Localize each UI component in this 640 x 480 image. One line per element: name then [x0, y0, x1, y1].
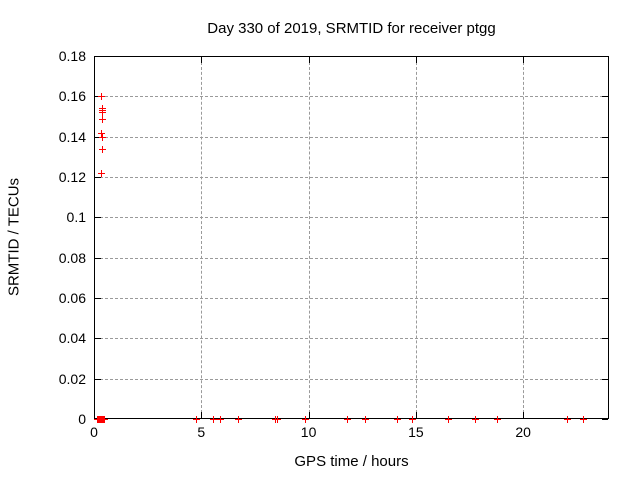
y-gridline: [95, 217, 608, 219]
y-gridline: [95, 338, 608, 340]
x-gridline: [415, 57, 417, 418]
y-tick-mark: [602, 177, 608, 178]
y-tick-mark: [602, 217, 608, 219]
x-tick-mark: [523, 412, 525, 418]
data-point-marker: [445, 416, 453, 423]
data-point-marker: [98, 109, 106, 117]
y-tick-mark: [95, 136, 101, 138]
data-point-marker: [98, 145, 106, 153]
x-tick-mark: [415, 412, 417, 418]
x-tick-label: 15: [408, 424, 424, 440]
y-gridline: [95, 378, 608, 380]
y-tick-mark: [95, 217, 101, 219]
x-tick-mark: [415, 57, 417, 63]
data-point-marker: [362, 416, 370, 423]
data-point-marker: [100, 416, 108, 423]
y-tick-mark: [602, 378, 608, 380]
data-point-marker: [193, 416, 201, 423]
data-point-marker: [98, 169, 106, 177]
y-tick-mark: [95, 56, 101, 57]
x-gridline: [308, 57, 310, 418]
x-axis-label: GPS time / hours: [294, 453, 409, 470]
y-tick-label: 0.16: [58, 88, 86, 105]
data-point-marker: [97, 93, 105, 101]
y-axis-label: SRMTID / TECUs: [5, 177, 23, 297]
y-tick-mark: [95, 177, 101, 178]
y-gridline: [95, 257, 608, 259]
y-tick-mark: [602, 96, 608, 98]
data-point-marker: [302, 416, 310, 423]
y-gridline: [95, 177, 608, 178]
y-tick-mark: [95, 257, 101, 259]
data-point-marker: [394, 416, 402, 423]
y-tick-mark: [602, 298, 608, 299]
y-tick-mark: [95, 338, 101, 340]
chart-title: Day 330 of 2019, SRMTID for receiver ptg…: [207, 20, 496, 37]
x-tick-label: 20: [515, 424, 531, 440]
y-tick-mark: [602, 338, 608, 340]
data-point-marker: [98, 115, 106, 123]
x-tick-mark: [201, 57, 203, 63]
data-point-marker: [235, 416, 243, 423]
x-tick-mark: [523, 57, 525, 63]
data-point-marker: [274, 416, 282, 423]
x-gridline: [201, 57, 203, 418]
y-tick-mark: [602, 257, 608, 259]
y-tick-label: 0.12: [58, 169, 86, 185]
y-tick-mark: [602, 56, 608, 57]
data-point-marker: [494, 416, 502, 423]
x-tick-label: 5: [197, 424, 206, 440]
data-point-marker: [217, 416, 225, 423]
data-point-marker: [563, 416, 571, 423]
x-tick-mark: [308, 57, 310, 63]
y-tick-mark: [95, 298, 101, 299]
data-point-marker: [98, 129, 106, 137]
y-tick-label: 0.02: [58, 370, 86, 387]
y-tick-label: 0.14: [58, 128, 86, 145]
y-tick-mark: [602, 419, 608, 420]
y-gridline: [95, 136, 608, 138]
y-tick-label: 0.18: [58, 48, 86, 64]
x-tick-mark: [94, 412, 95, 418]
x-tick-mark: [201, 412, 203, 418]
y-tick-label: 0.04: [58, 330, 86, 347]
x-gridline: [523, 57, 525, 418]
y-gridline: [95, 298, 608, 299]
data-point-marker: [579, 416, 587, 423]
data-point-marker: [98, 133, 106, 141]
data-point-marker: [472, 416, 480, 423]
x-tick-mark: [308, 412, 310, 418]
data-point-marker: [409, 416, 417, 423]
data-point-marker: [209, 416, 217, 423]
y-tick-mark: [602, 136, 608, 138]
plot-area: [94, 56, 609, 423]
y-tick-mark: [95, 378, 101, 380]
x-tick-label: 0: [90, 424, 98, 440]
x-tick-mark: [94, 57, 95, 63]
x-tick-label: 10: [300, 424, 317, 440]
data-point-marker: [344, 416, 352, 423]
y-tick-label: 0.1: [66, 209, 86, 226]
y-tick-label: 0: [78, 411, 86, 427]
y-gridline: [95, 96, 608, 98]
y-tick-label: 0.06: [58, 290, 86, 306]
y-tick-label: 0.08: [58, 249, 86, 266]
